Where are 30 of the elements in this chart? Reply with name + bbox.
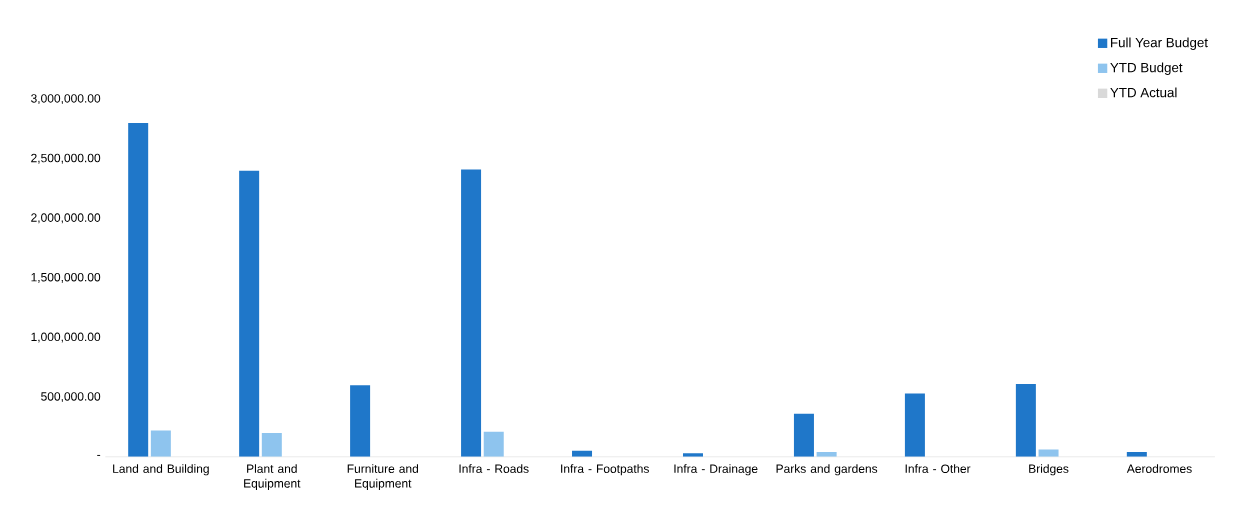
y-tick-label: 3,000,000.00	[31, 94, 101, 104]
bar	[461, 169, 482, 457]
x-tick-label: Furniture and Equipment	[347, 464, 419, 490]
x-tick-label: Infra - Roads	[459, 464, 529, 473]
legend-label: Full Year Budget	[1111, 37, 1208, 50]
bar	[128, 122, 149, 457]
bar	[261, 432, 282, 457]
x-tick-label: Aerodromes	[1126, 464, 1192, 473]
bar	[150, 430, 171, 457]
y-tick-label: 1,500,000.00	[31, 272, 101, 283]
bar	[1015, 383, 1036, 457]
y-tick-label: 500,000.00	[41, 392, 101, 403]
y-tick-label: 1,000,000.00	[31, 332, 101, 343]
x-tick-label: Land and Building	[113, 464, 209, 476]
bar	[793, 413, 814, 457]
y-tick-label: 2,000,000.00	[31, 213, 101, 224]
x-tick-label: Plant and Equipment	[244, 464, 301, 490]
y-tick-label: -	[97, 454, 101, 456]
x-tick-label: Infra - Footpaths	[561, 464, 649, 476]
bar	[350, 385, 371, 457]
x-tick-label: Infra - Drainage	[674, 464, 758, 476]
bar	[904, 393, 925, 457]
bar	[483, 431, 504, 457]
x-tick-label: Parks and gardens	[776, 464, 878, 476]
y-tick-label: 2,500,000.00	[31, 153, 101, 164]
legend-label: YTD Actual	[1110, 87, 1177, 98]
x-tick-label: Bridges	[1029, 464, 1069, 476]
x-tick-label: Infra - Other	[905, 464, 971, 473]
legend-label: YTD Budget	[1110, 62, 1183, 75]
bar	[239, 170, 260, 457]
